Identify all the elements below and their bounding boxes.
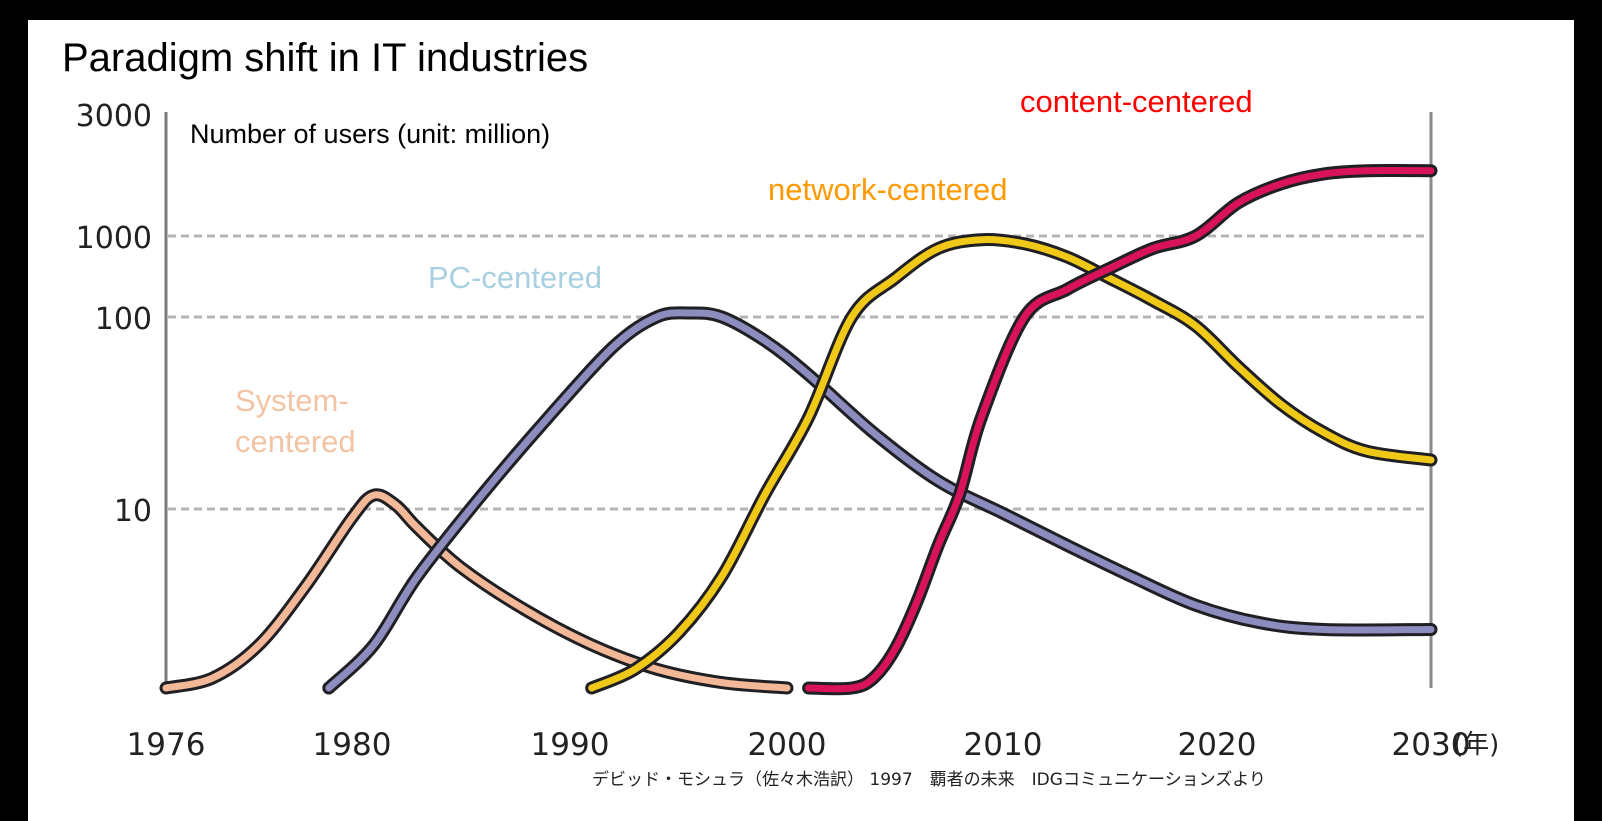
series-line: [805, 166, 1435, 693]
x-tick-label: 2030: [1392, 727, 1471, 763]
series-network-centered: [585, 233, 1438, 695]
tick-layer: 10 100 1000 3000 1976 1980 1990 2000 2010 2020 203…: [76, 99, 1500, 763]
series-system-centered: [159, 488, 794, 695]
series-line: [588, 236, 1435, 692]
x-tick-label: 1990: [531, 727, 610, 763]
slide-title: Paradigm shift in IT industries: [62, 36, 589, 80]
series-label-content-centered: content-centered: [1020, 84, 1253, 119]
x-unit-label: (年): [1453, 730, 1499, 760]
y-tick-label: 1000: [76, 221, 152, 256]
series-line-shadow: [802, 163, 1438, 696]
series-label-system-centered: System-centered: [235, 383, 356, 459]
y-tick-label: 100: [95, 302, 152, 337]
x-tick-label: 2000: [748, 727, 827, 763]
series-line-shadow: [585, 233, 1438, 695]
series-line: [325, 309, 1435, 692]
series-layer: [159, 163, 1438, 696]
grid-layer: [168, 234, 1428, 511]
x-tick-label: 1976: [127, 727, 206, 763]
y-tick-label: 10: [114, 494, 152, 529]
axis-layer: Number of users (unit: million): [164, 112, 1433, 688]
series-pc-centered: [322, 306, 1438, 695]
series-label-network-centered: network-centered: [768, 172, 1008, 207]
slide: Paradigm shift in IT industries Number o…: [28, 20, 1574, 821]
x-tick-label: 2020: [1178, 727, 1257, 763]
label-layer: System-centered PC-centered network-center…: [235, 84, 1253, 459]
series-label-pc-centered: PC-centered: [428, 260, 602, 295]
source-note: デビッド・モシュラ（佐々木浩訳） 1997 覇者の未来 IDGコミュニケーション…: [592, 770, 1266, 790]
x-tick-label: 2010: [964, 727, 1043, 763]
series-line-shadow: [159, 488, 794, 695]
y-axis-label: Number of users (unit: million): [190, 119, 550, 149]
series-line: [162, 491, 791, 692]
series-line-shadow: [322, 306, 1438, 695]
y-tick-label: 3000: [76, 99, 152, 134]
chart: Number of users (unit: million) 10 100 100…: [76, 84, 1500, 763]
x-tick-label: 1980: [313, 727, 392, 763]
series-content-centered: [802, 163, 1438, 696]
